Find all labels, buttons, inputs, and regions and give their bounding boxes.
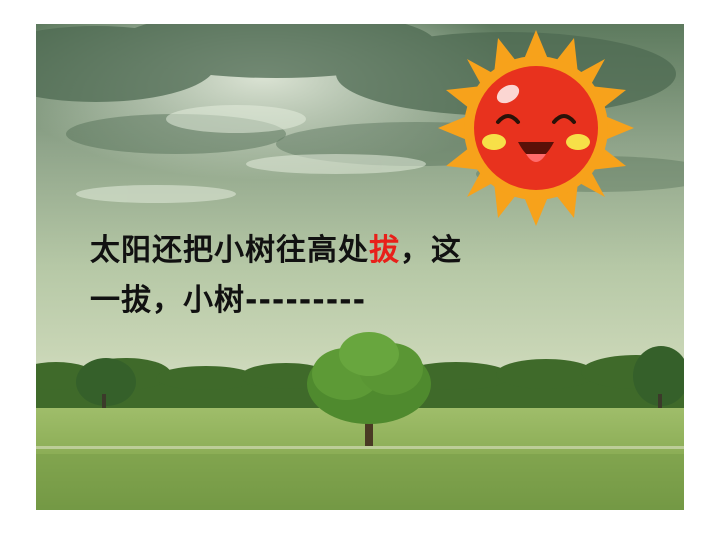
sun-face	[474, 66, 598, 190]
story-caption: 太阳还把小树往高处拔，这 一拔，小树---------	[90, 226, 590, 326]
left-cheek	[482, 134, 506, 150]
caption-line-1: 太阳还把小树往高处拔，这	[90, 226, 590, 276]
tree-icon	[307, 332, 431, 446]
path-line	[36, 446, 684, 449]
right-eye	[552, 114, 576, 124]
side-trees	[76, 346, 684, 424]
caption-line-1-before: 太阳还把小树往高处	[90, 233, 369, 268]
sun-shine	[496, 84, 520, 104]
caption-line-2: 一拔，小树---------	[90, 283, 367, 318]
foreground-grass	[36, 454, 684, 510]
smiling-sun-icon	[438, 30, 634, 226]
caption-line-1-after: ，这	[400, 233, 462, 268]
caption-highlight-word: 拔	[369, 233, 400, 268]
light-clouds	[76, 105, 426, 203]
right-cheek	[566, 134, 590, 150]
left-eye	[496, 114, 520, 124]
tongue	[526, 154, 546, 162]
